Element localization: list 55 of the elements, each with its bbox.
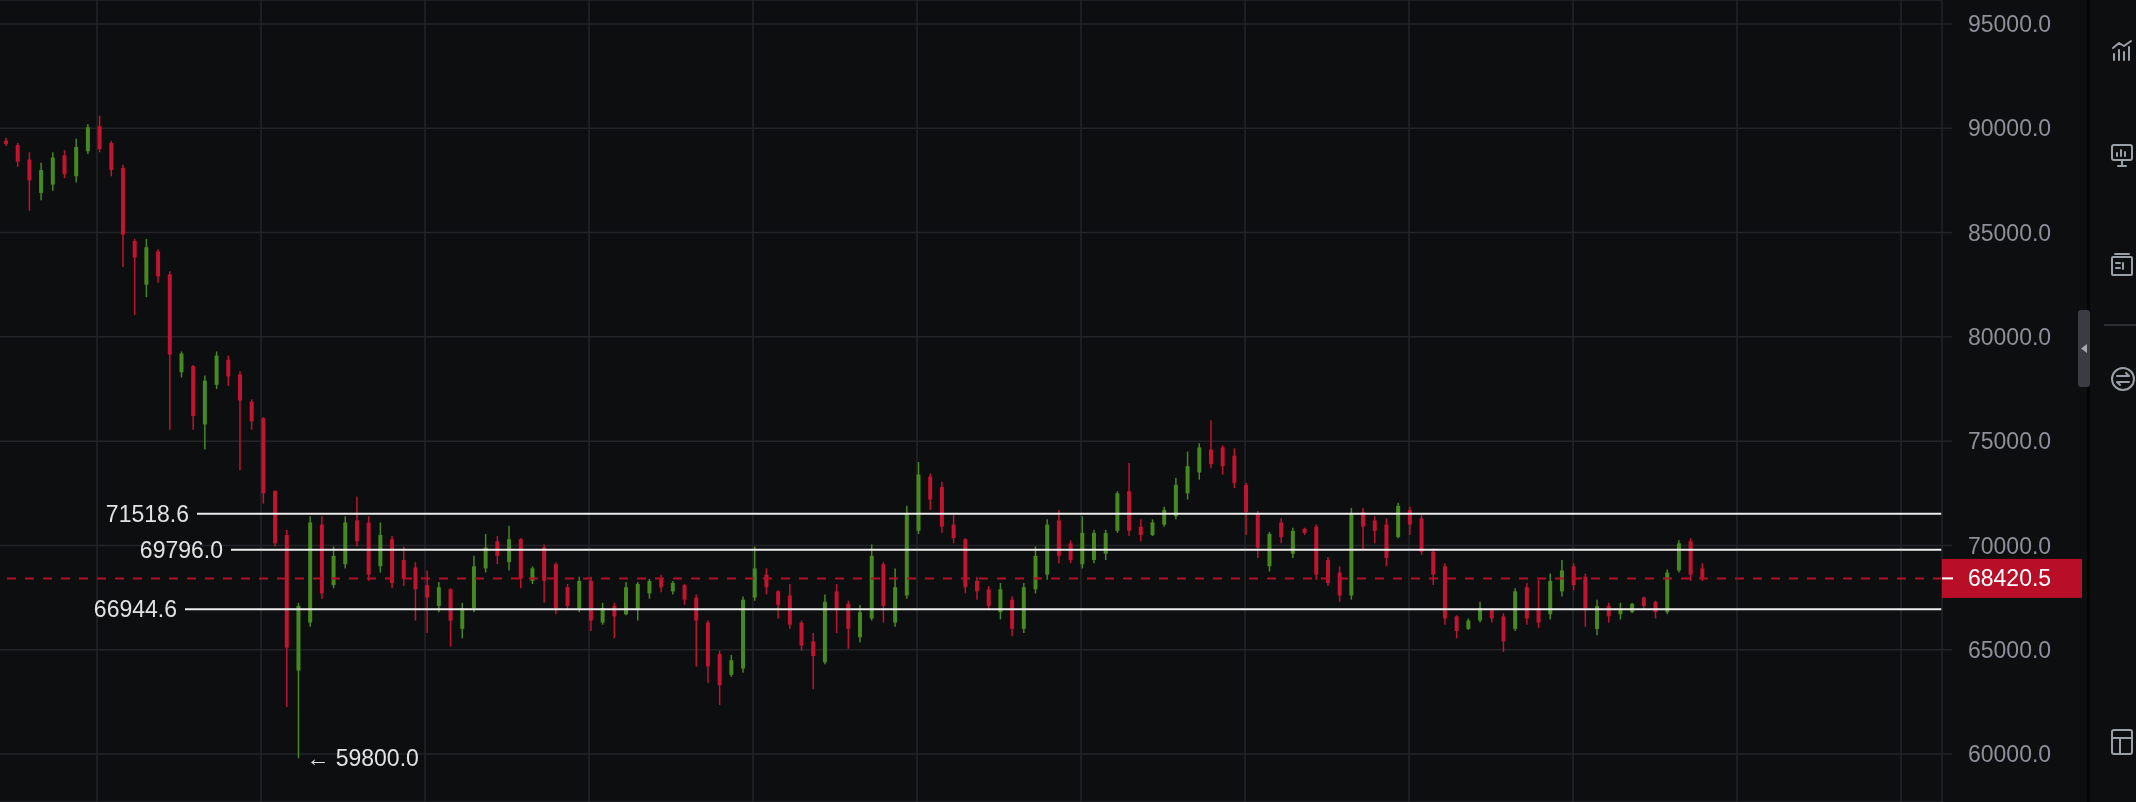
candlestick xyxy=(460,602,465,640)
candlestick xyxy=(27,151,32,212)
candlestick xyxy=(1208,419,1213,470)
candlestick xyxy=(249,398,254,431)
candlestick xyxy=(507,524,512,572)
candlestick xyxy=(1103,529,1108,561)
candlestick xyxy=(776,589,781,620)
candlestick xyxy=(811,632,816,691)
ref-line-label: 66944.6 xyxy=(93,596,177,623)
y-tick-label: 95000.0 xyxy=(1968,11,2052,38)
candlestick xyxy=(729,654,734,678)
candlestick xyxy=(799,619,804,652)
y-tick-label: 90000.0 xyxy=(1968,115,2052,142)
candlestick xyxy=(226,354,231,387)
candlestick xyxy=(1138,518,1143,543)
candlestick xyxy=(1559,559,1564,598)
y-tick-label: 70000.0 xyxy=(1968,532,2052,559)
candlestick xyxy=(495,535,500,565)
candlestick xyxy=(132,238,137,316)
candlestick xyxy=(1595,598,1600,636)
candlestick xyxy=(1068,539,1073,564)
ref-line-label: 69796.0 xyxy=(139,536,223,563)
y-tick-label: 65000.0 xyxy=(1968,636,2052,663)
candlestick xyxy=(15,142,20,168)
candlestick xyxy=(600,602,605,626)
candlestick xyxy=(647,578,652,600)
y-tick-label: 75000.0 xyxy=(1968,428,2052,455)
candlestick xyxy=(97,115,102,154)
candlestick xyxy=(565,583,570,611)
ref-line-label: 71518.6 xyxy=(105,500,189,527)
candlestick xyxy=(834,583,839,634)
candlestick xyxy=(39,161,44,201)
ref-line-label: 68420.5 xyxy=(1968,565,2052,592)
candlestick xyxy=(1220,444,1225,476)
candlestick xyxy=(998,582,1003,621)
candlestick xyxy=(436,581,441,613)
y-tick-label: 60000.0 xyxy=(1968,741,2052,768)
candlestick xyxy=(694,593,699,668)
candlestick xyxy=(62,149,67,180)
candlestick xyxy=(1279,517,1284,545)
candlestick xyxy=(85,123,90,156)
candlestick xyxy=(1407,506,1412,536)
candlestick xyxy=(354,495,359,548)
candlestick xyxy=(1361,507,1366,551)
candlestick xyxy=(179,350,184,379)
candlestick xyxy=(682,583,687,606)
candlestick xyxy=(928,472,933,511)
y-tick-label: 80000.0 xyxy=(1968,324,2052,351)
candlestick xyxy=(1372,515,1377,545)
candlestick xyxy=(1162,506,1167,528)
annotation: ← 59800.0 xyxy=(306,745,419,772)
y-tick-label: 85000.0 xyxy=(1968,219,2052,246)
candlestick xyxy=(951,514,956,545)
candlestick xyxy=(1454,614,1459,640)
candlestick xyxy=(1290,526,1295,559)
